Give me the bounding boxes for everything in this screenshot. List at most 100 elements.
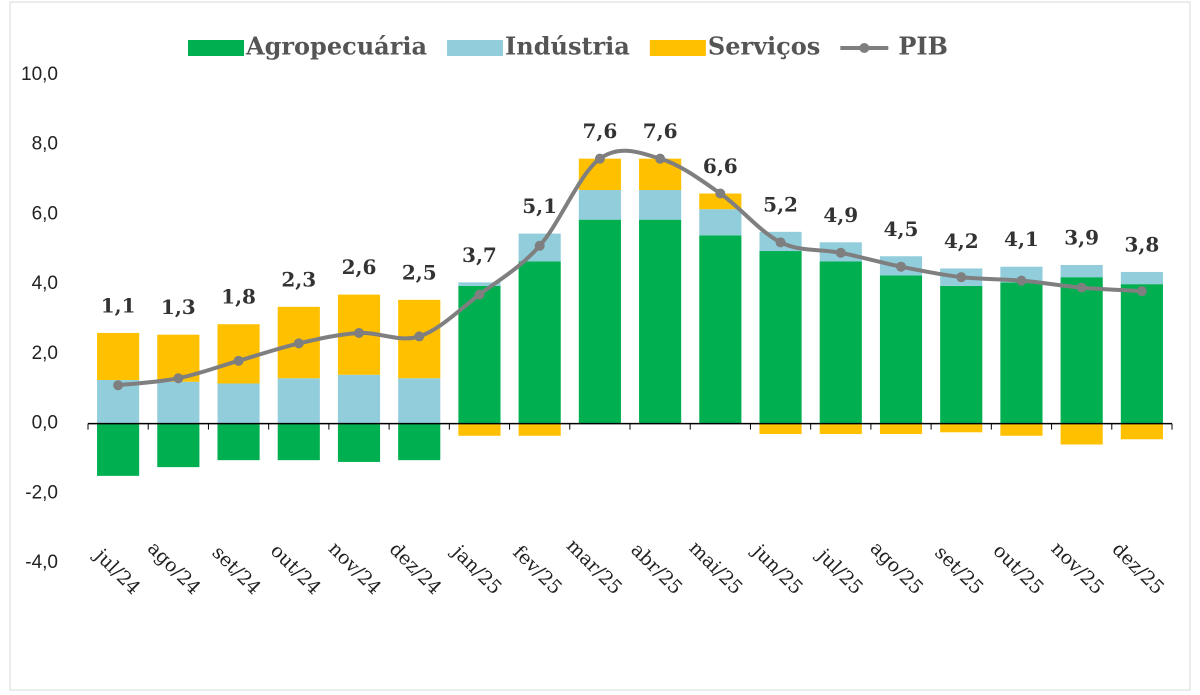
x-tick-label: mai/25 [685, 537, 747, 599]
line-marker [835, 247, 846, 258]
line-marker [1016, 275, 1027, 286]
bar-segment [398, 378, 441, 424]
data-label: 2,5 [402, 260, 437, 284]
bar-segment [1000, 282, 1043, 424]
data-label: 1,8 [221, 285, 256, 309]
y-tick-label: 4,0 [32, 273, 58, 294]
x-tick-label: mar/25 [562, 535, 626, 599]
bar-segment [819, 423, 862, 435]
bar-segment [458, 282, 501, 286]
chart-border [9, 1, 1191, 691]
line-marker [655, 153, 666, 164]
y-tick-label: -4,0 [25, 552, 58, 573]
bar-segment [1120, 423, 1163, 440]
data-label: 2,6 [342, 255, 377, 279]
line-marker [354, 327, 364, 338]
data-label: 5,2 [763, 192, 798, 216]
bar-segment [157, 381, 200, 424]
x-tick-label: jan/25 [446, 540, 505, 599]
legend-swatch [859, 43, 870, 53]
bar-segment [1060, 264, 1103, 278]
bar-segment [639, 190, 682, 220]
x-tick-label: nov/25 [1047, 538, 1109, 600]
legend-label: Indústria [505, 32, 630, 61]
data-label: 3,8 [1124, 232, 1159, 256]
x-tick-label: set/25 [930, 542, 987, 599]
data-label: 4,1 [1004, 227, 1039, 251]
bar-segment [699, 235, 742, 424]
data-label: 2,3 [281, 267, 316, 291]
x-tick-label: jun/25 [747, 539, 807, 599]
y-tick-label: 0,0 [32, 413, 58, 434]
bar-segment [337, 423, 381, 462]
data-label: 7,6 [643, 119, 678, 143]
x-tick-label: dez/24 [385, 538, 446, 599]
data-label: 1,3 [161, 295, 196, 319]
bar-segment [879, 275, 923, 424]
bar-segment [699, 209, 742, 236]
y-tick-label: 2,0 [32, 343, 58, 364]
bar-segment [217, 324, 260, 384]
bar-segment [578, 190, 621, 220]
x-tick-label: out/25 [989, 540, 1048, 599]
legend-label: Serviços [708, 32, 820, 61]
x-tick-label: ago/24 [143, 537, 205, 599]
line [117, 148, 1143, 388]
line-marker [1076, 282, 1087, 293]
bar-segment [879, 423, 923, 435]
legend-label: PIB [898, 32, 948, 61]
line-marker [1136, 286, 1147, 297]
y-tick-label: 6,0 [32, 203, 58, 224]
bar-segment [157, 423, 200, 468]
bar-segment [759, 251, 802, 424]
bar-segment [1000, 423, 1043, 436]
legend-swatch [447, 40, 504, 56]
x-tick-label: jul/25 [812, 543, 868, 599]
x-tick-label: nov/24 [324, 538, 386, 600]
data-label: 4,5 [884, 217, 919, 241]
bar-segment [1120, 271, 1163, 285]
bar-segment [277, 423, 320, 461]
bar-segment [1060, 423, 1103, 445]
bar-segment [97, 332, 140, 380]
x-tick-label: dez/25 [1108, 538, 1169, 599]
line-marker [956, 272, 967, 283]
legend-label: Agropecuária [245, 32, 427, 61]
line-marker [293, 338, 304, 349]
x-tick-label: abr/25 [626, 539, 686, 599]
bar-segment [217, 383, 260, 424]
line-marker [534, 240, 545, 251]
data-label: 5,1 [522, 194, 557, 218]
x-tick-label: set/24 [208, 542, 265, 599]
bar-segment [97, 423, 140, 476]
y-tick-label: 8,0 [32, 134, 58, 155]
data-label: 4,2 [944, 229, 979, 253]
data-label: 1,1 [101, 293, 136, 317]
line-marker [474, 289, 485, 300]
x-tick-label: fev/25 [508, 541, 566, 599]
line-marker [113, 380, 124, 391]
line-marker [715, 188, 726, 199]
bar-segment [458, 285, 501, 424]
x-tick-label: out/24 [266, 540, 325, 599]
bar-segment [337, 374, 381, 424]
legend-swatch [649, 40, 706, 56]
legend-swatch [188, 40, 244, 56]
bar-segment [819, 261, 862, 424]
data-label: 4,9 [823, 203, 858, 227]
bar-segment [277, 378, 320, 424]
data-label: 7,6 [582, 119, 617, 143]
data-label: 3,9 [1064, 225, 1099, 249]
line-marker [775, 237, 786, 248]
y-tick-label: 10,0 [21, 64, 58, 85]
x-tick-label: jul/24 [89, 543, 145, 599]
bar-segment [940, 423, 983, 433]
data-label: 3,7 [462, 243, 497, 267]
data-label: 6,6 [703, 154, 738, 178]
line-marker [594, 153, 605, 164]
bar-segment [518, 423, 561, 436]
line-marker [414, 331, 425, 342]
bar-segment [1060, 277, 1103, 424]
x-tick-label: ago/25 [866, 537, 928, 599]
